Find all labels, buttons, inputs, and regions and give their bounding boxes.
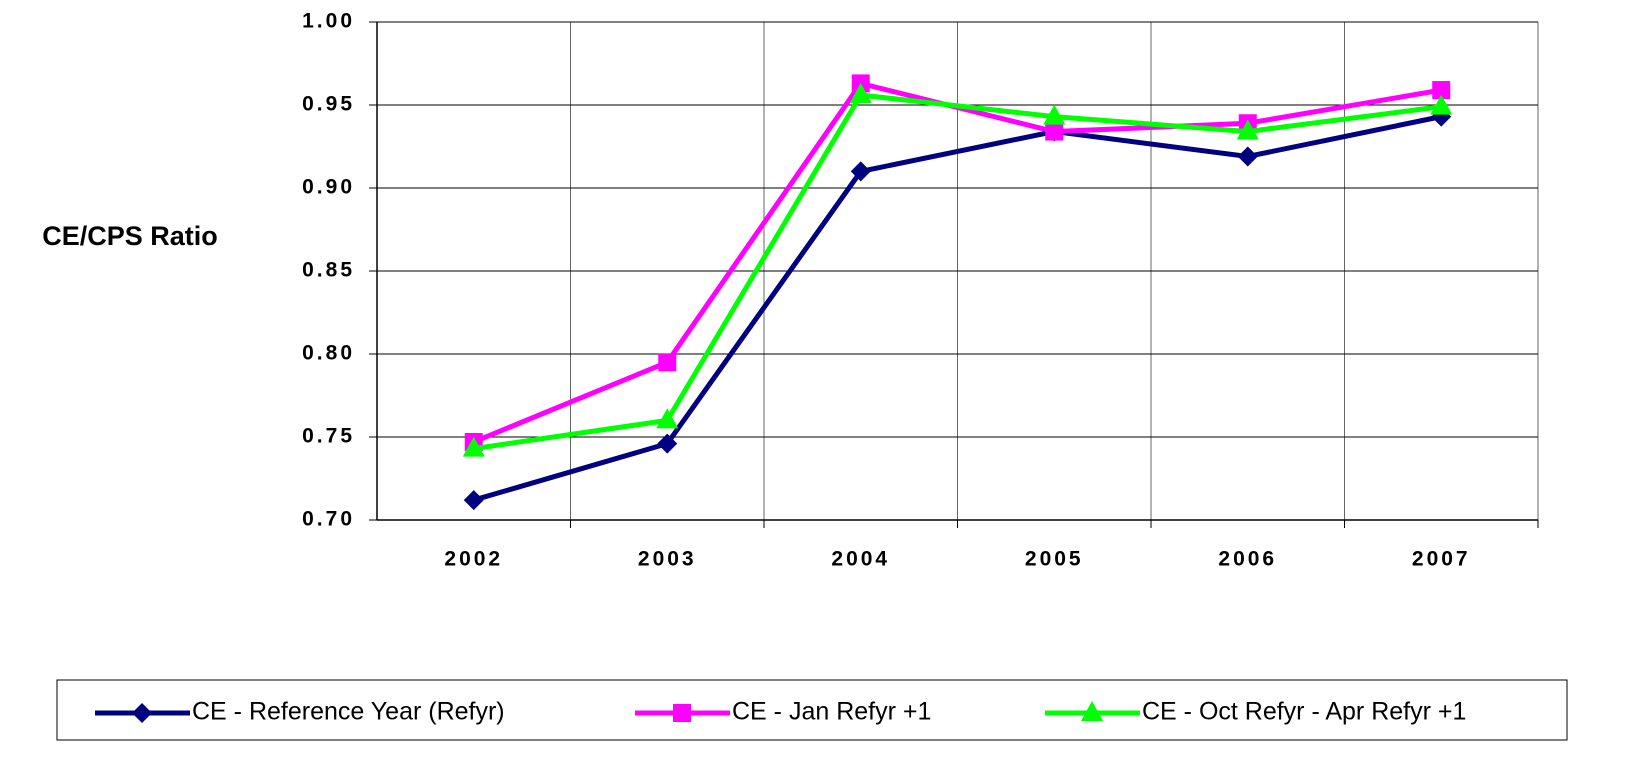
marker [849, 83, 872, 104]
marker [1430, 94, 1453, 115]
marker [656, 408, 679, 429]
marker [657, 433, 678, 454]
legend-label: CE - Reference Year (Refyr) [192, 698, 505, 726]
x-tick-label: 2002 [444, 548, 503, 571]
marker [1432, 81, 1451, 100]
x-tick-label: 2007 [1412, 548, 1471, 571]
legend-box [56, 679, 1568, 741]
legend-label: CE - Oct Refyr - Apr Refyr +1 [1142, 698, 1466, 726]
y-tick-label: 0.95 [302, 93, 355, 116]
marker [1045, 122, 1064, 141]
marker [673, 704, 691, 722]
legend-label: CE - Jan Refyr +1 [732, 698, 931, 726]
y-tick-label: 0.70 [302, 508, 355, 531]
marker [1237, 146, 1258, 167]
marker [1043, 104, 1066, 125]
x-tick-label: 2006 [1218, 548, 1277, 571]
y-tick-label: 1.00 [302, 10, 355, 33]
y-tick-label: 0.75 [302, 425, 355, 448]
marker [658, 353, 677, 372]
marker [132, 703, 152, 723]
series-line [473, 114, 1442, 503]
marker [1236, 119, 1259, 140]
y-tick-label: 0.90 [302, 176, 355, 199]
y-axis-label: CE/CPS Ratio [42, 221, 218, 251]
x-tick-label: 2003 [638, 548, 697, 571]
series-line [473, 92, 1442, 452]
x-tick-label: 2005 [1025, 548, 1084, 571]
y-tick-label: 0.85 [302, 259, 355, 282]
marker [850, 161, 871, 182]
marker [1081, 701, 1103, 721]
x-tick-label: 2004 [831, 548, 890, 571]
y-tick-label: 0.80 [302, 342, 355, 365]
marker [463, 490, 484, 511]
marker [462, 436, 485, 457]
